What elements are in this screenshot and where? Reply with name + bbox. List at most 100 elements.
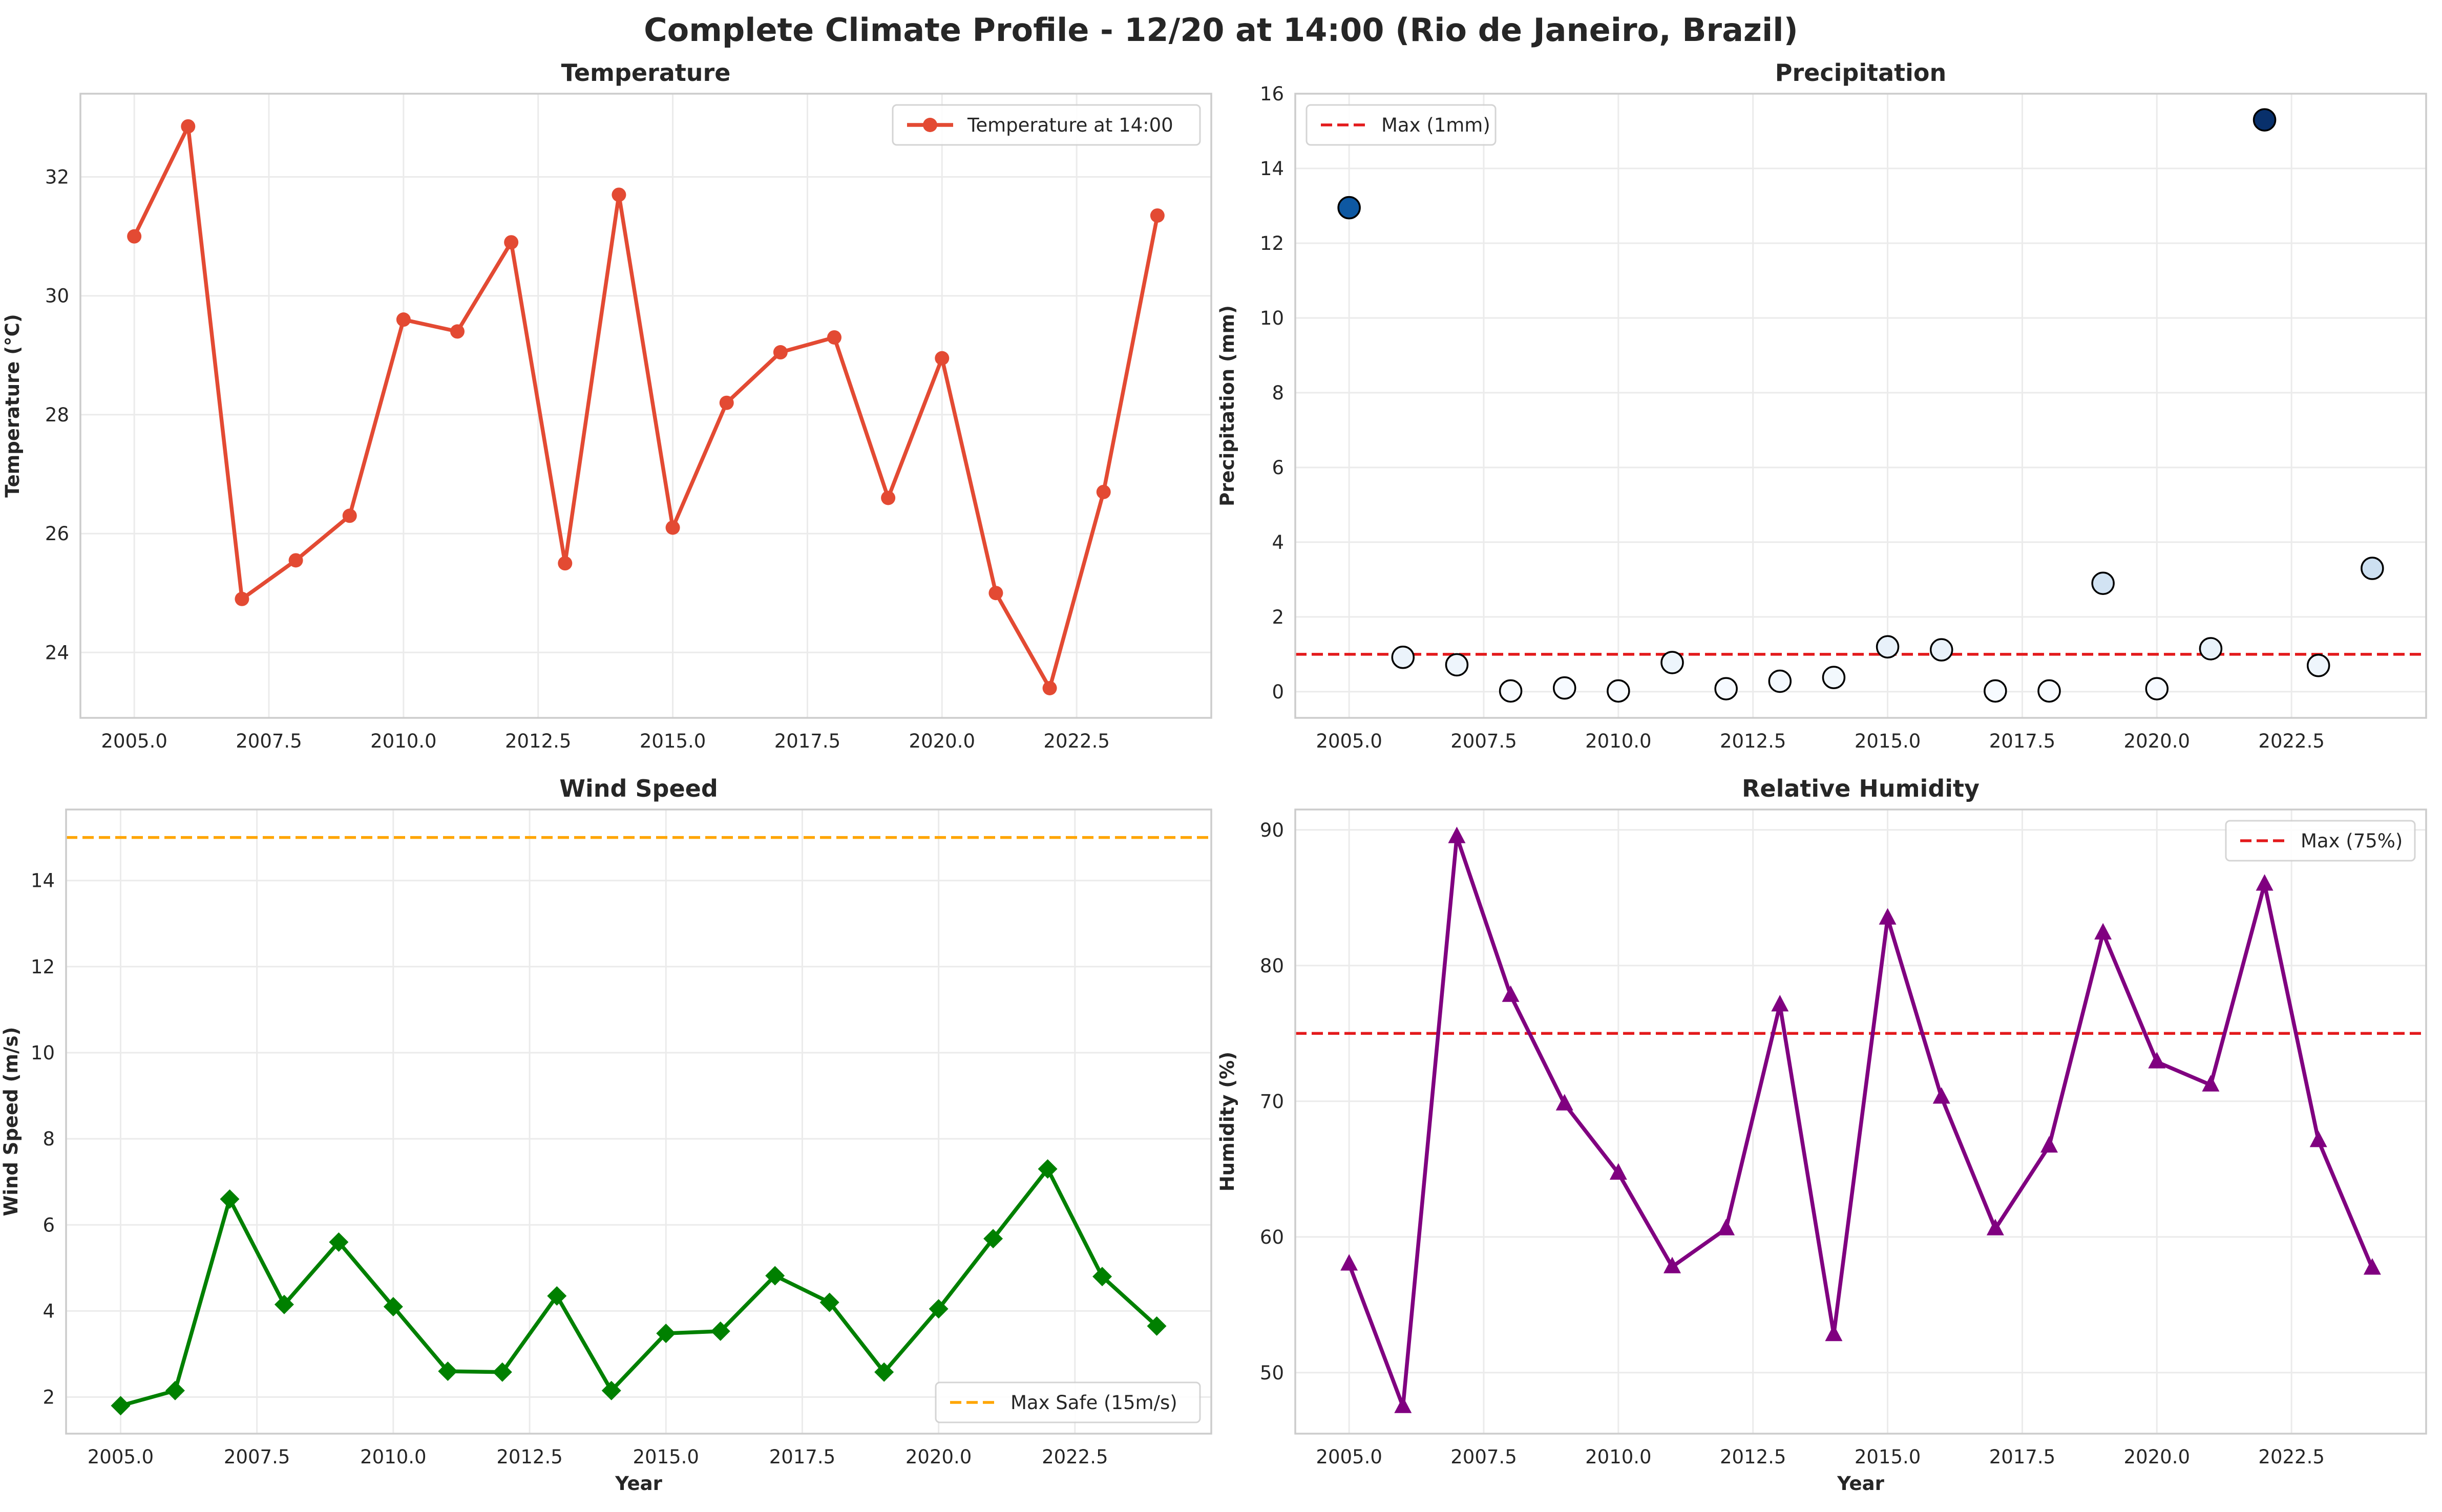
data-point xyxy=(1038,1159,1058,1179)
data-point xyxy=(383,1296,403,1316)
x-tick-label: 2022.5 xyxy=(2258,1446,2324,1468)
y-axis-label: Temperature (°C) xyxy=(2,314,24,498)
y-axis-label: Precipitation (mm) xyxy=(1216,305,1238,506)
chart-title: Wind Speed xyxy=(559,775,718,802)
scatter-point xyxy=(1660,651,1684,674)
x-tick-label: 2017.5 xyxy=(769,1446,835,1468)
data-point xyxy=(1771,995,1789,1012)
data-point xyxy=(127,229,142,244)
data-point xyxy=(329,1232,349,1252)
x-tick-label: 2007.5 xyxy=(1450,1446,1517,1468)
legend-label: Max (75%) xyxy=(2301,830,2403,852)
data-point xyxy=(1664,1257,1681,1273)
x-tick-label: 2022.5 xyxy=(1042,1446,1108,1468)
data-point xyxy=(1394,1396,1412,1413)
x-tick-label: 2020.0 xyxy=(909,730,975,752)
x-tick-label: 2007.5 xyxy=(236,730,302,752)
data-point xyxy=(612,187,626,202)
y-tick-label: 24 xyxy=(45,642,69,664)
data-point xyxy=(288,553,303,568)
data-point xyxy=(274,1294,294,1314)
data-point xyxy=(1340,1254,1358,1271)
y-tick-label: 70 xyxy=(1260,1091,1284,1113)
x-tick-label: 2005.0 xyxy=(1316,1446,1382,1468)
x-tick-label: 2010.0 xyxy=(360,1446,426,1468)
x-tick-label: 2015.0 xyxy=(640,730,706,752)
scatter-point xyxy=(2037,679,2061,703)
data-point xyxy=(1150,208,1165,223)
axes-frame xyxy=(65,808,1212,1435)
x-tick-label: 2007.5 xyxy=(1450,730,1517,752)
panel-humidity: 2005.0 2007.5 2010.0 2012.5 2015.0 2017.5 2020… xyxy=(1216,775,2427,1495)
data-point xyxy=(935,351,950,366)
y-tick-label: 28 xyxy=(45,404,69,426)
x-tick-label: 2005.0 xyxy=(101,730,167,752)
data-point xyxy=(492,1362,512,1382)
legend-box xyxy=(2225,820,2416,862)
data-point xyxy=(2202,1075,2220,1092)
x-tick-label: 2005.0 xyxy=(1316,730,1382,752)
x-axis-label: Year xyxy=(1837,1473,1884,1495)
data-point xyxy=(1717,1219,1735,1236)
legend-box xyxy=(892,104,1201,146)
x-tick-label: 2020.0 xyxy=(906,1446,972,1468)
y-axis-label: Humidity (%) xyxy=(1216,1052,1238,1191)
data-point xyxy=(1502,985,1520,1002)
panel-precipitation: 2005.0 2007.5 2010.0 2012.5 2015.0 2017.5 2020… xyxy=(1216,59,2427,752)
x-tick-label: 2005.0 xyxy=(88,1446,154,1468)
y-tick-label: 16 xyxy=(1260,83,1284,105)
x-tick-label: 2015.0 xyxy=(1855,1446,1921,1468)
scatter-point xyxy=(2306,654,2330,677)
legend-label: Temperature at 14:00 xyxy=(967,114,1173,136)
y-tick-label: 4 xyxy=(43,1300,55,1322)
data-point xyxy=(1092,1267,1112,1287)
y-tick-label: 4 xyxy=(1272,531,1284,553)
data-point xyxy=(504,235,519,250)
legend: Temperature at 14:00 xyxy=(892,104,1201,146)
y-tick-label: 12 xyxy=(31,956,55,978)
scatter-point xyxy=(1552,676,1576,700)
panel-wind: 2005.0 2007.5 2010.0 2012.5 2015.0 2017.5 2020… xyxy=(0,775,1212,1495)
x-tick-label: 2007.5 xyxy=(224,1446,290,1468)
data-point xyxy=(827,330,841,345)
data-point xyxy=(2148,1052,2166,1069)
y-tick-label: 2 xyxy=(43,1387,55,1409)
data-point xyxy=(1147,1316,1167,1336)
x-tick-label: 2017.5 xyxy=(774,730,840,752)
data-point xyxy=(342,508,357,523)
data-point xyxy=(181,119,196,134)
y-tick-label: 26 xyxy=(45,523,69,545)
legend: Max (75%) xyxy=(2225,820,2416,862)
scatter-point xyxy=(1822,666,1846,689)
data-point xyxy=(1042,680,1057,695)
axes-frame xyxy=(1294,93,2427,719)
scatter-point xyxy=(1714,677,1738,700)
scatter-point xyxy=(1876,635,1900,659)
x-tick-label: 2010.0 xyxy=(1585,730,1651,752)
figure-suptitle: Complete Climate Profile - 12/20 at 14:0… xyxy=(644,11,1798,49)
scatter-point xyxy=(1337,196,1361,220)
data-point xyxy=(450,324,465,339)
data-point xyxy=(929,1299,949,1319)
scatter-point xyxy=(1499,679,1523,703)
y-tick-label: 90 xyxy=(1260,819,1284,841)
scatter-point xyxy=(2145,677,2169,700)
data-point xyxy=(396,312,411,327)
series-line xyxy=(1347,835,2374,1409)
scatter-point xyxy=(1391,645,1415,669)
data-point xyxy=(558,556,573,571)
y-tick-label: 80 xyxy=(1260,955,1284,977)
data-point xyxy=(601,1380,621,1400)
data-point xyxy=(2094,923,2112,940)
data-point xyxy=(220,1189,240,1209)
data-point xyxy=(1555,1094,1573,1111)
scatter-point xyxy=(2091,571,2115,595)
legend: Max Safe (15m/s) xyxy=(935,1381,1201,1423)
data-point xyxy=(1448,826,1466,843)
y-tick-label: 8 xyxy=(43,1128,55,1150)
data-point xyxy=(2040,1136,2058,1153)
x-tick-label: 2012.5 xyxy=(496,1446,562,1468)
y-tick-label: 60 xyxy=(1260,1226,1284,1248)
